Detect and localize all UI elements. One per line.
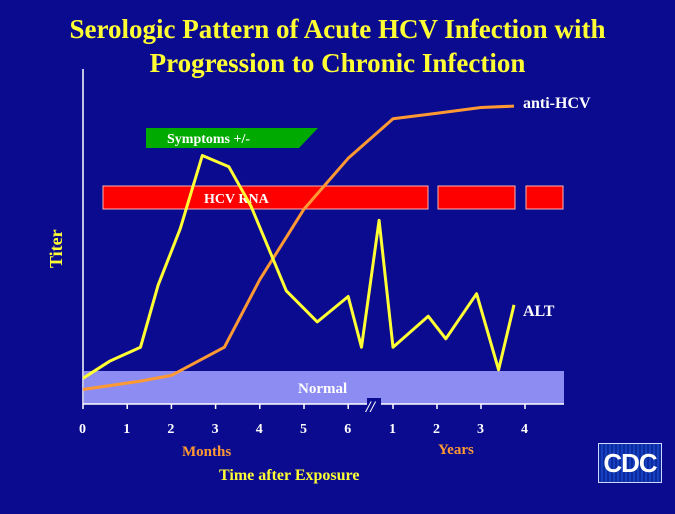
anti-hcv-series-label: anti-HCV — [523, 95, 591, 112]
symptoms-label: Symptoms +/- — [167, 132, 250, 147]
slide-title: Serologic Pattern of Acute HCV Infection… — [0, 12, 675, 80]
symptoms-bar — [146, 128, 318, 148]
x-tick-label-years-1: 2 — [433, 422, 440, 437]
axis-break-gap — [367, 398, 381, 410]
normal-band-label: Normal — [298, 381, 347, 397]
y-axis-title: Titer — [46, 229, 66, 268]
x-tick-label-months-3: 3 — [212, 422, 219, 437]
x-axis-title: Time after Exposure — [219, 467, 359, 484]
hcv-rna-bar-3 — [525, 185, 564, 210]
alt-series-line — [82, 154, 516, 380]
x-tick-label-months-5: 5 — [300, 422, 307, 437]
x-axis-ticks: 0 1 2 3 4 5 6 1 2 3 4 — [79, 404, 528, 437]
x-tick-label-months-2: 2 — [167, 422, 174, 437]
years-axis-label: Years — [438, 442, 474, 458]
axis-break-marker: // — [365, 399, 376, 416]
hcv-rna-bar-1 — [102, 185, 429, 210]
x-tick-label-years-0: 1 — [389, 422, 396, 437]
x-tick-label-years-2: 3 — [477, 422, 484, 437]
x-tick-label-months-1: 1 — [123, 422, 130, 437]
x-tick-label-years-3: 4 — [521, 422, 528, 437]
x-tick-label-months-6: 6 — [344, 422, 351, 437]
title-line-2: Progression to Chronic Infection — [149, 48, 526, 78]
x-tick-label-months-4: 4 — [256, 422, 263, 437]
months-axis-label: Months — [182, 444, 231, 460]
x-tick-label-months-0: 0 — [79, 422, 86, 437]
hcv-rna-label: HCV RNA — [204, 192, 270, 207]
cdc-logo-text: CDC — [603, 447, 657, 478]
title-line-1: Serologic Pattern of Acute HCV Infection… — [69, 14, 606, 44]
alt-series-label: ALT — [523, 303, 555, 320]
cdc-logo: CDC — [598, 443, 662, 483]
hcv-rna-bar-2 — [437, 185, 516, 210]
anti-hcv-series-line — [82, 104, 515, 391]
